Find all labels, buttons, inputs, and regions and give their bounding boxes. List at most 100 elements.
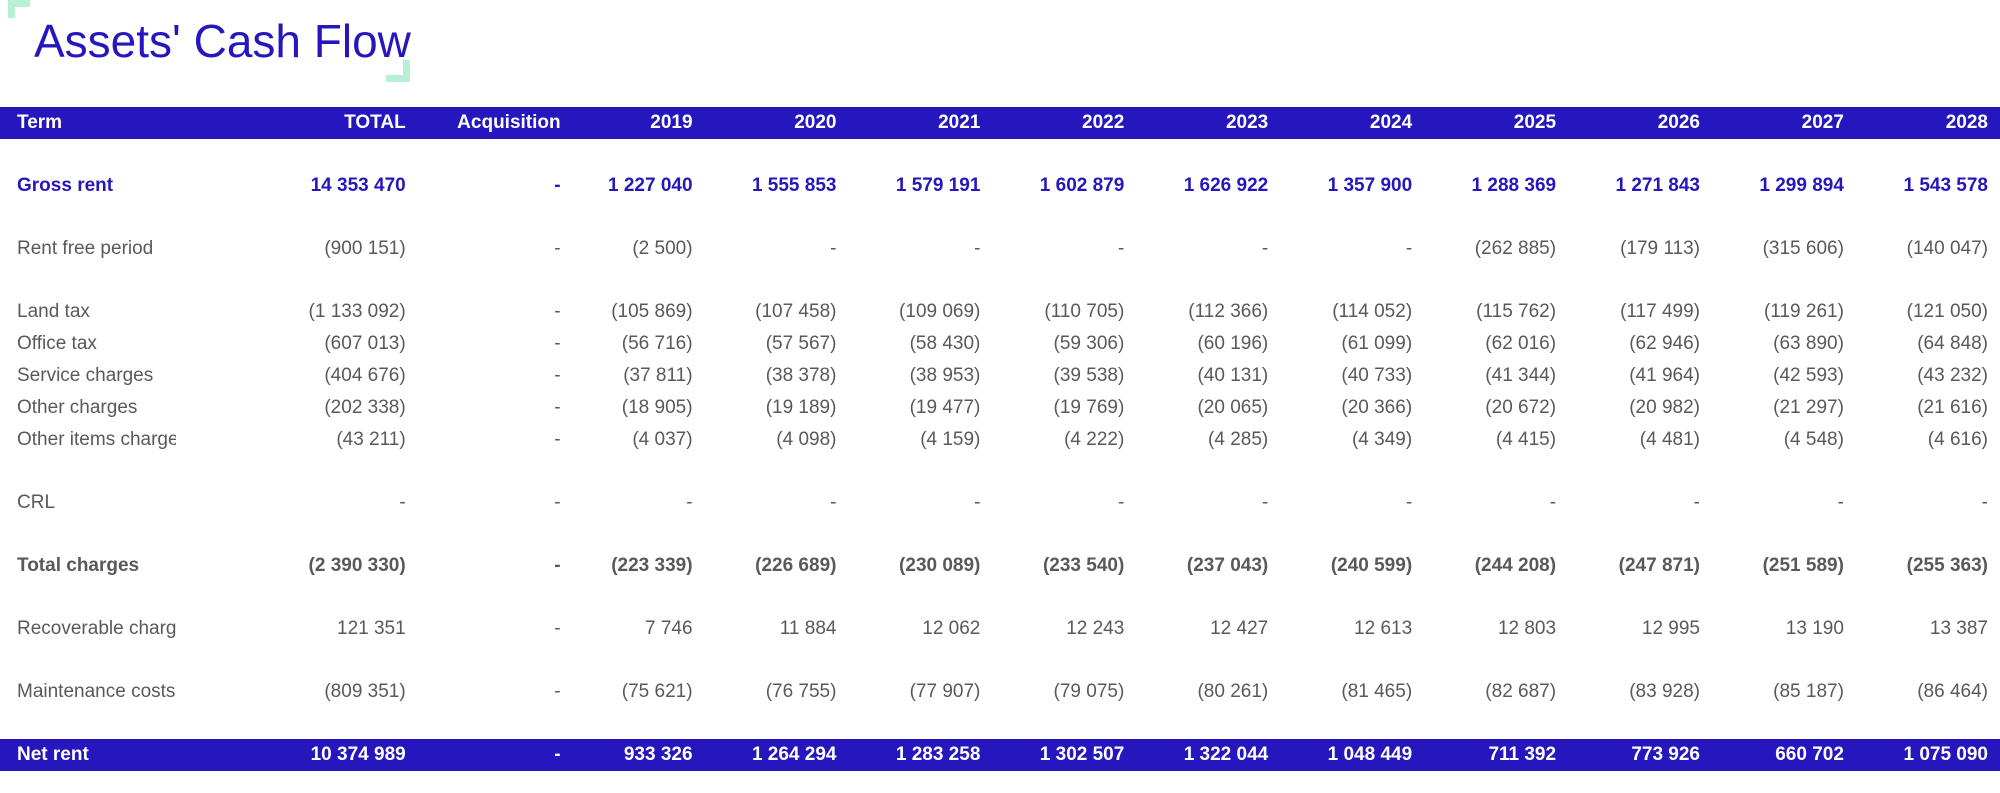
table-cell: (105 869) [611,301,693,322]
table-cell: (404 676) [324,365,406,386]
table-cell: (4 159) [920,429,981,450]
table-cell: (110 705) [1044,301,1125,322]
row-label: Other items charges [17,429,177,450]
table-cell: 711 392 [1488,744,1557,765]
table-cell: (233 540) [1042,555,1125,576]
table-cell: (62 946) [1629,333,1700,354]
table-cell: (262 885) [1474,238,1557,259]
table-row-total-charges: Total charges (2 390 330) - (223 339) (226 6… [0,550,2000,582]
page-title: Assets' Cash Flow [34,15,411,67]
table-cell: 13 190 [1785,618,1844,639]
table-row-recoverable-charges: Recoverable charges 121 351 - 7 746 11 884 12… [0,613,2000,645]
table-row-land-tax: Land tax (1 133 092) - (105 869) (107 458) (1… [0,296,2000,328]
table-cell: (57 567) [765,333,837,354]
spacer-row [0,139,2000,170]
table-cell: (4 616) [1927,429,1988,450]
table-cell: 1 322 044 [1183,744,1269,765]
column-header-year: 2021 [938,112,981,133]
table-row-gross-rent: Gross rent 14 353 470 - 1 227 040 1 555 853 1… [0,170,2000,202]
spacer-cell [0,582,2000,613]
table-cell: (4 285) [1208,429,1269,450]
table-cell: (40 733) [1341,365,1413,386]
table-cell: (41 344) [1485,365,1557,386]
table-cell: (37 811) [623,365,693,386]
table-cell: - [554,301,561,322]
table-cell: (900 151) [324,238,406,259]
column-header-year: 2022 [1082,112,1125,133]
table-cell: - [974,492,981,513]
title-block: Assets' Cash Flow [0,0,420,90]
row-label: Other charges [17,397,138,418]
table-cell: (19 189) [765,397,837,418]
row-label: CRL [17,492,56,513]
table-cell: (39 538) [1053,365,1125,386]
table-cell: 1 075 090 [1903,744,1988,765]
table-cell: - [1837,492,1844,513]
table-cell: - [399,492,406,513]
table-cell: - [554,492,561,513]
table-cell: - [554,555,561,576]
table-cell: - [1405,492,1413,513]
column-header-year: 2019 [650,112,693,133]
table-header-row: Term TOTAL Acquisition 2019 2020 2021 2022 2023… [0,107,2000,139]
row-label: Service charges [17,365,154,386]
table-cell: (1 133 092) [308,301,406,322]
table-cell: (42 593) [1773,365,1844,386]
table-cell: 121 351 [337,618,406,639]
table-cell: (4 098) [776,429,837,450]
row-label: Office tax [17,333,97,354]
table-cell: (20 366) [1341,397,1413,418]
table-cell: (4 548) [1783,429,1844,450]
table-cell: - [554,175,561,196]
title-corner-top-left [8,0,30,18]
table-cell: 933 326 [623,744,693,765]
table-cell: (117 499) [1620,301,1700,322]
table-cell: 1 288 369 [1471,175,1557,196]
table-cell: 660 702 [1775,744,1844,765]
spacer-row [0,645,2000,676]
column-header-year: 2025 [1513,112,1557,133]
table-cell: (109 069) [899,301,981,322]
table-cell: (62 016) [1485,333,1557,354]
table-cell: 1 227 040 [608,175,693,196]
table-cell: - [1117,492,1125,513]
table-cell: (82 687) [1485,681,1557,702]
table-cell: 1 302 507 [1039,744,1125,765]
spacer-cell [0,456,2000,487]
row-label: Gross rent [17,175,114,196]
table-cell: - [554,333,561,354]
spacer-row [0,456,2000,487]
table-row-maintenance-costs: Maintenance costs (809 351) - (75 621) (76 7… [0,676,2000,708]
table-cell: (247 871) [1618,555,1700,576]
spacer-row [0,519,2000,550]
table-cell: 12 995 [1641,618,1700,639]
table-cell: - [686,492,693,513]
table-cell: (226 689) [755,555,837,576]
column-header-year: 2027 [1801,112,1844,133]
table-row-other-items-charges: Other items charges (43 211) - (4 037) (4 09… [0,424,2000,456]
table-cell: (80 261) [1197,681,1269,702]
table-cell: 773 926 [1631,744,1700,765]
table-cell: (63 890) [1773,333,1844,354]
table-cell: (21 297) [1773,397,1844,418]
table-cell: (79 075) [1053,681,1125,702]
table-cell: (43 211) [336,429,406,450]
spacer-cell [0,708,2000,739]
table-cell: - [554,429,561,450]
table-cell: 14 353 470 [310,175,406,196]
table-cell: - [974,238,981,259]
row-label: Rent free period [17,238,154,259]
table-cell: 12 243 [1066,618,1125,639]
table-cell: (809 351) [324,681,406,702]
table-cell: 11 884 [779,618,837,639]
table-cell: - [1405,238,1413,259]
table-cell: (179 113) [1620,238,1700,259]
table-row-crl: CRL - - - - - - - - - - - - [0,487,2000,519]
spacer-cell [0,202,2000,233]
spacer-cell [0,265,2000,296]
table-cell: (61 099) [1341,333,1413,354]
table-cell: (38 378) [765,365,837,386]
table-cell: (230 089) [899,555,981,576]
table-cell: (85 187) [1773,681,1844,702]
table-cell: (240 599) [1330,555,1413,576]
